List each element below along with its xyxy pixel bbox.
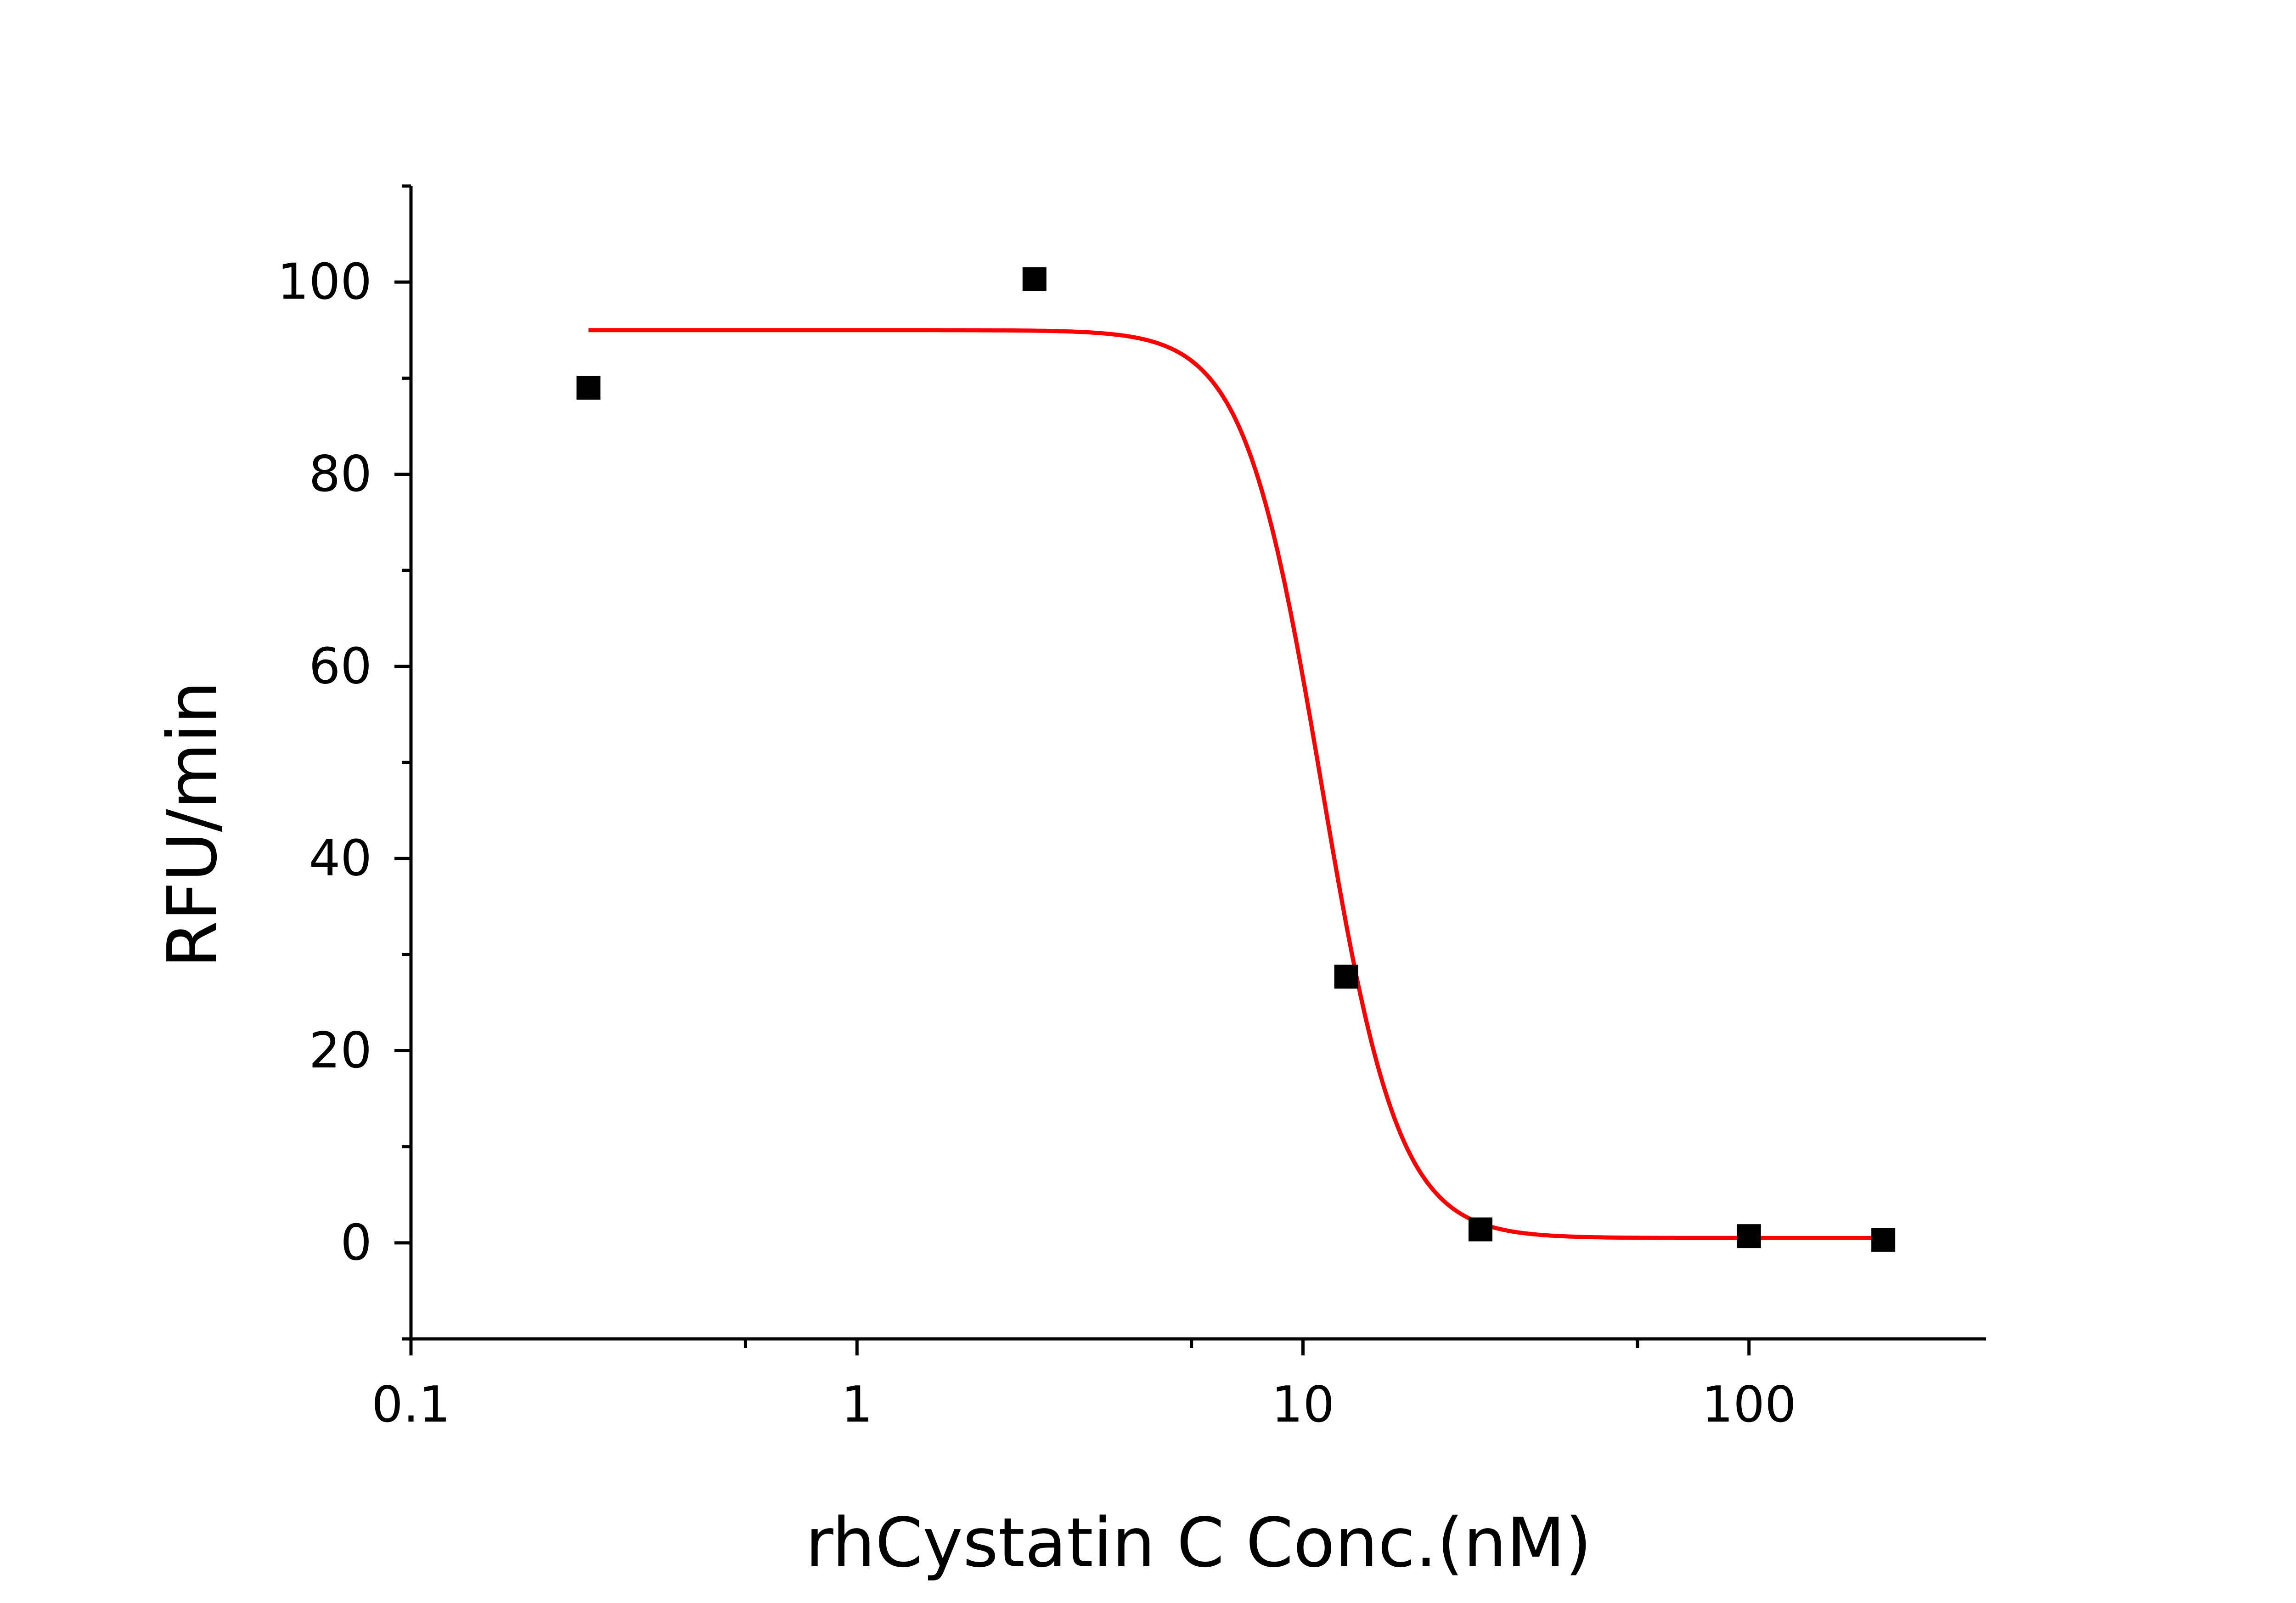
data-points bbox=[576, 267, 1896, 1252]
x-tick-label: 0.1 bbox=[371, 1376, 450, 1434]
data-point-marker bbox=[1871, 1228, 1896, 1252]
x-tick-label: 10 bbox=[1272, 1376, 1334, 1434]
y-axis-ticks: 0 20 40 60 80 100 bbox=[277, 184, 411, 1341]
y-tick-label: 0 bbox=[340, 1214, 372, 1271]
data-point-marker bbox=[1737, 1224, 1761, 1248]
x-tick-label: 1 bbox=[841, 1376, 873, 1434]
data-point-marker bbox=[1022, 267, 1047, 291]
y-tick-label: 20 bbox=[309, 1022, 372, 1079]
fit-curve bbox=[588, 328, 1884, 1240]
x-axis-ticks: 0.1 1 10 100 bbox=[371, 1339, 1796, 1434]
y-tick-label: 60 bbox=[309, 638, 372, 695]
axes bbox=[409, 186, 1986, 1341]
data-point-marker bbox=[1334, 965, 1358, 989]
y-axis-title: RFU/min bbox=[153, 681, 232, 968]
y-tick-label: 100 bbox=[277, 254, 372, 311]
x-axis-title: rhCystatin C Conc.(nM) bbox=[805, 1503, 1592, 1582]
y-tick-label: 40 bbox=[309, 830, 372, 887]
data-point-marker bbox=[576, 376, 601, 400]
data-point-marker bbox=[1469, 1217, 1493, 1242]
y-tick-label: 80 bbox=[309, 446, 372, 503]
x-tick-label: 100 bbox=[1702, 1376, 1796, 1434]
